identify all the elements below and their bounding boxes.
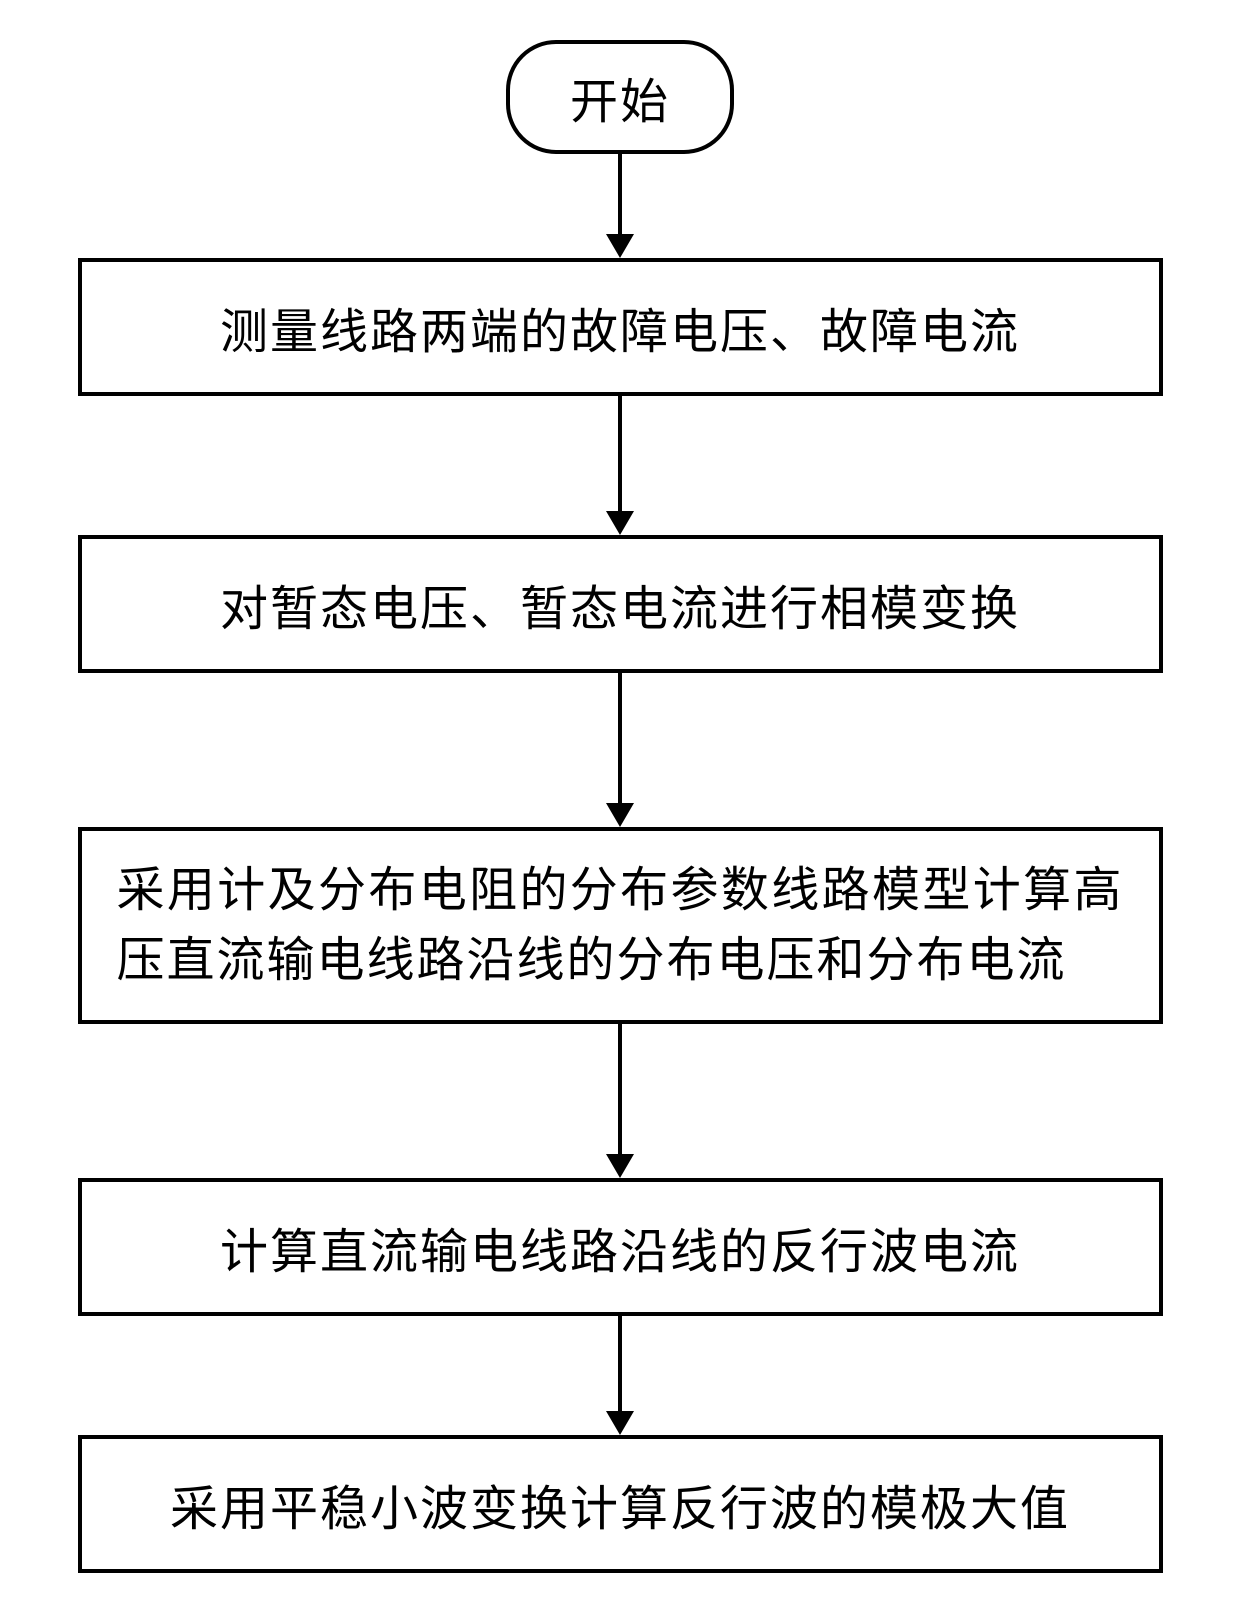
arrow-head-icon [606, 1154, 634, 1178]
process-step1: 测量线路两端的故障电压、故障电流 [78, 258, 1163, 396]
arrow-head-icon [606, 511, 634, 535]
arrow-line [618, 1316, 622, 1411]
process-step5: 采用平稳小波变换计算反行波的模极大值 [78, 1435, 1163, 1573]
node-label: 采用平稳小波变换计算反行波的模极大值 [170, 1483, 1070, 1536]
terminator-start: 开始 [506, 40, 734, 154]
arrow-connector [606, 1024, 634, 1178]
node-label: 采用计及分布电阻的分布参数线路模型计算高压直流输电线路沿线的分布电压和分布电流 [117, 864, 1124, 987]
process-step3: 采用计及分布电阻的分布参数线路模型计算高压直流输电线路沿线的分布电压和分布电流 [78, 827, 1163, 1024]
arrow-head-icon [606, 1411, 634, 1435]
arrow-connector [606, 1316, 634, 1435]
process-step4: 计算直流输电线路沿线的反行波电流 [78, 1178, 1163, 1316]
node-label: 开始 [570, 76, 670, 129]
node-label: 对暂态电压、暂态电流进行相模变换 [220, 583, 1020, 636]
arrow-head-icon [606, 234, 634, 258]
arrow-line [618, 396, 622, 511]
arrow-line [618, 1024, 622, 1154]
arrow-line [618, 673, 622, 803]
arrow-connector [606, 396, 634, 535]
arrow-connector [606, 154, 634, 258]
process-step2: 对暂态电压、暂态电流进行相模变换 [78, 535, 1163, 673]
flowchart-container: 开始 测量线路两端的故障电压、故障电流 对暂态电压、暂态电流进行相模变换 采用计… [0, 40, 1240, 1573]
arrow-connector [606, 673, 634, 827]
node-label: 测量线路两端的故障电压、故障电流 [220, 306, 1020, 359]
arrow-line [618, 154, 622, 234]
node-label: 计算直流输电线路沿线的反行波电流 [220, 1226, 1020, 1279]
arrow-head-icon [606, 803, 634, 827]
